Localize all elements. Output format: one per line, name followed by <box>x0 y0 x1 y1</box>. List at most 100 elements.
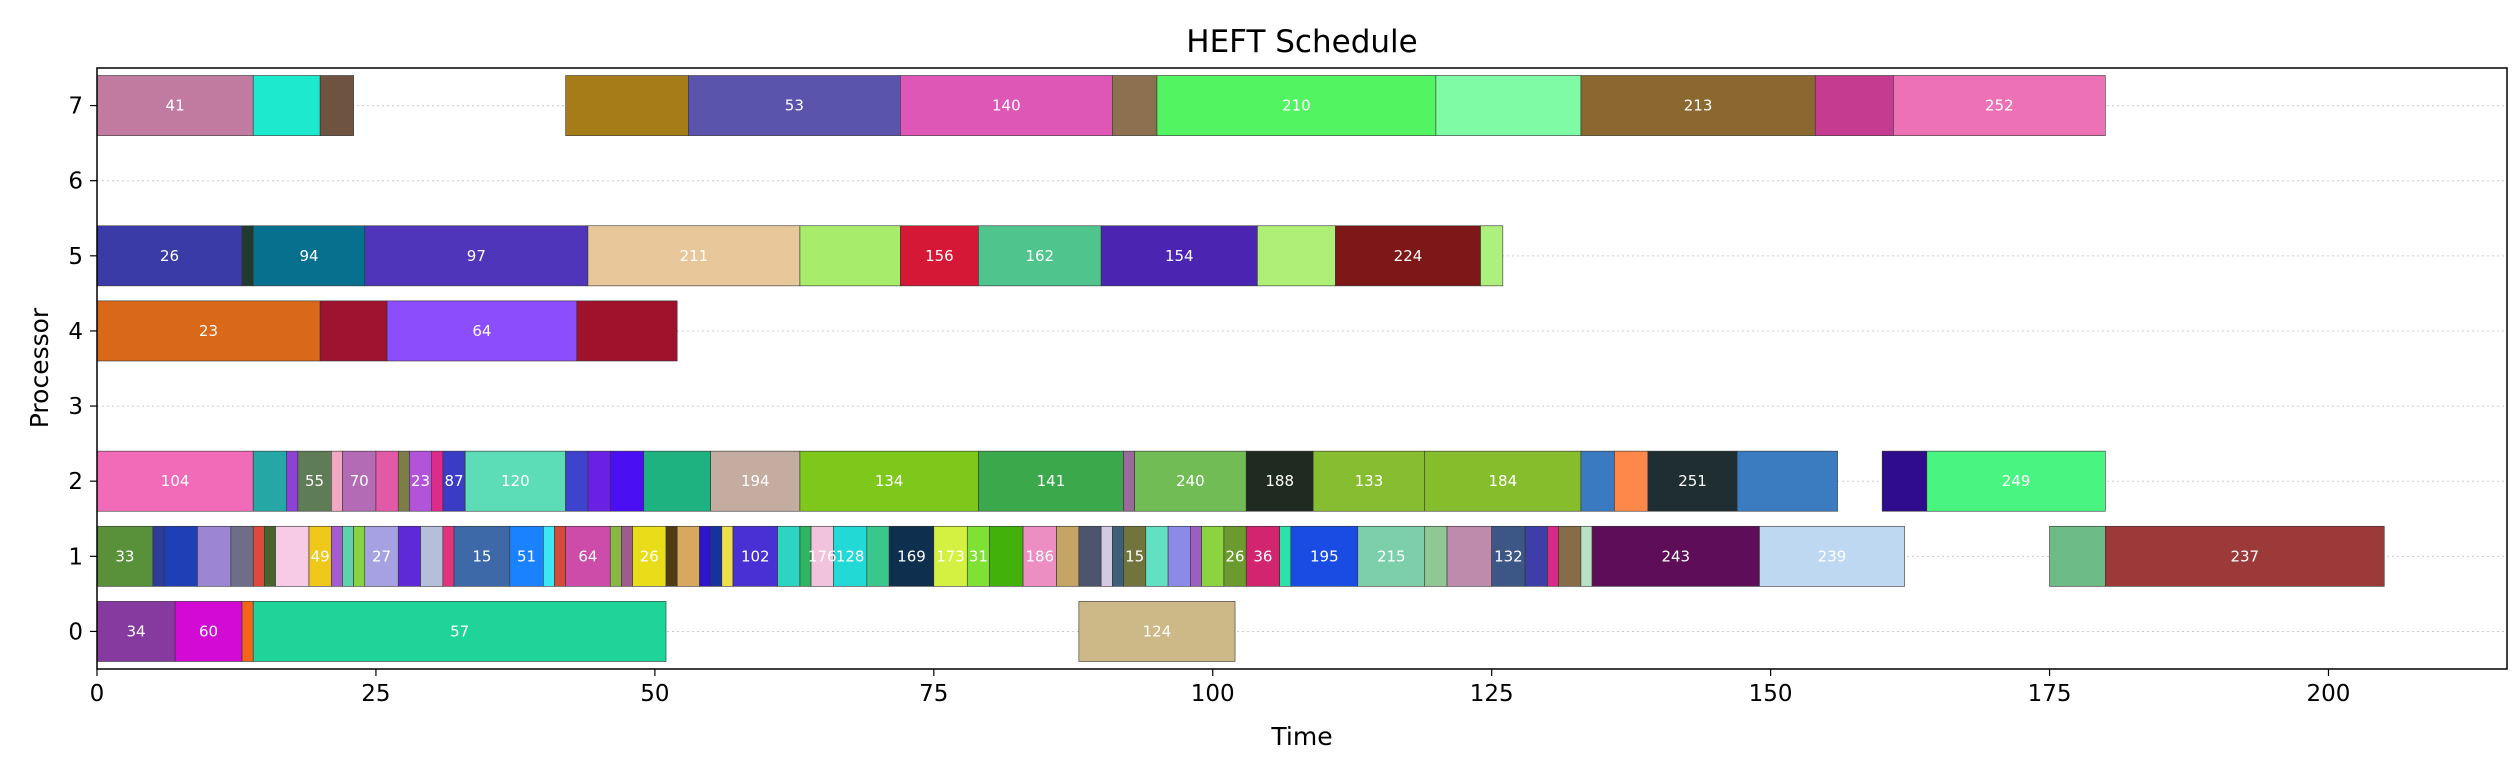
task-bar <box>710 450 801 512</box>
task-bar <box>609 450 645 512</box>
task-bar <box>197 525 232 587</box>
task-bar <box>576 300 678 362</box>
task-label: 26 <box>640 547 659 565</box>
task-label: 31 <box>969 547 988 565</box>
task-bar <box>1814 75 1894 136</box>
task-bar <box>152 525 165 587</box>
task-label: 243 <box>1661 547 1690 565</box>
task-bar <box>1100 525 1113 587</box>
task-bar <box>1290 525 1359 587</box>
task-bars <box>96 75 2385 662</box>
task-bar <box>1201 525 1225 587</box>
task-label: 87 <box>444 472 463 490</box>
task-label: 26 <box>160 247 179 265</box>
task-bar <box>252 450 287 512</box>
x-axis-label: Time <box>1270 722 1332 751</box>
task-bar <box>1078 601 1236 662</box>
task-bar <box>1022 525 1057 587</box>
task-bar <box>1245 450 1314 512</box>
task-bar <box>565 525 611 587</box>
task-label: 169 <box>897 547 926 565</box>
task-bar <box>1435 75 1582 136</box>
task-bar <box>1926 450 2106 512</box>
task-bar <box>833 525 868 587</box>
task-label: 213 <box>1684 97 1713 115</box>
task-bar <box>609 525 622 587</box>
task-bar <box>643 450 711 512</box>
task-bar <box>1257 225 1336 287</box>
task-bar <box>96 225 243 287</box>
task-bar <box>286 450 299 512</box>
task-bar <box>442 525 455 587</box>
task-label: 249 <box>2002 472 2031 490</box>
task-label: 128 <box>836 547 865 565</box>
task-bar <box>888 525 935 587</box>
task-label: 94 <box>299 247 318 265</box>
task-label: 215 <box>1377 547 1406 565</box>
task-bar <box>900 225 979 287</box>
task-label: 140 <box>992 97 1021 115</box>
task-bar <box>1123 450 1135 512</box>
task-bar <box>2105 525 2385 587</box>
task-bar <box>96 75 254 136</box>
task-bar <box>1580 525 1593 587</box>
task-bar <box>319 300 388 362</box>
task-bar <box>1524 525 1548 587</box>
task-bar <box>1145 525 1169 587</box>
y-tick-label: 6 <box>68 169 83 195</box>
task-bar <box>331 525 343 587</box>
task-label: 41 <box>166 97 185 115</box>
chart-title: HEFT Schedule <box>1186 24 1417 60</box>
task-label: 156 <box>925 247 954 265</box>
task-bar <box>1614 450 1649 512</box>
y-tick-label: 3 <box>68 394 83 420</box>
task-bar <box>1736 450 1838 512</box>
task-bar <box>275 525 310 587</box>
task-label: 186 <box>1025 547 1054 565</box>
task-bar <box>1100 225 1258 287</box>
task-label: 210 <box>1282 97 1311 115</box>
x-tick-label: 0 <box>90 681 105 707</box>
task-label: 133 <box>1355 472 1384 490</box>
y-tick-label: 4 <box>68 319 83 345</box>
task-bar <box>1591 525 1760 587</box>
x-axis-ticks: 0 25 50 75 100 125 150 175 200 <box>90 669 2350 707</box>
task-bar <box>464 450 566 512</box>
task-label: 134 <box>875 472 904 490</box>
x-tick-label: 100 <box>1191 681 1235 707</box>
task-bar <box>1491 525 1526 587</box>
task-label: 15 <box>1125 547 1144 565</box>
task-label: 15 <box>472 547 491 565</box>
task-bar <box>688 75 901 136</box>
task-label: 132 <box>1494 547 1523 565</box>
task-bar <box>420 525 444 587</box>
task-bar <box>1134 450 1247 512</box>
task-bar <box>96 601 176 662</box>
y-tick-label: 5 <box>68 244 83 270</box>
task-label: 120 <box>501 472 530 490</box>
task-label: 124 <box>1143 622 1172 640</box>
task-label: 97 <box>467 247 486 265</box>
task-bar <box>1078 525 1102 587</box>
x-tick-label: 75 <box>919 681 948 707</box>
task-bar <box>799 225 901 287</box>
task-bar <box>1424 525 1448 587</box>
plot-frame <box>96 67 2508 670</box>
task-bar <box>386 300 578 362</box>
task-bar <box>431 450 444 512</box>
task-label: 23 <box>411 472 430 490</box>
task-bar <box>1647 450 1738 512</box>
task-bar <box>1580 450 1615 512</box>
task-label: 211 <box>680 247 709 265</box>
task-bar <box>241 601 254 662</box>
task-bar <box>1335 225 1481 287</box>
task-label: 51 <box>517 547 536 565</box>
task-label: 194 <box>741 472 770 490</box>
task-label: 184 <box>1489 472 1518 490</box>
task-bar <box>1547 525 1559 587</box>
task-label: 188 <box>1265 472 1294 490</box>
task-bar <box>1056 525 1080 587</box>
task-label: 49 <box>311 547 330 565</box>
y-axis-ticks: 0 1 2 3 4 5 6 7 <box>68 94 97 645</box>
